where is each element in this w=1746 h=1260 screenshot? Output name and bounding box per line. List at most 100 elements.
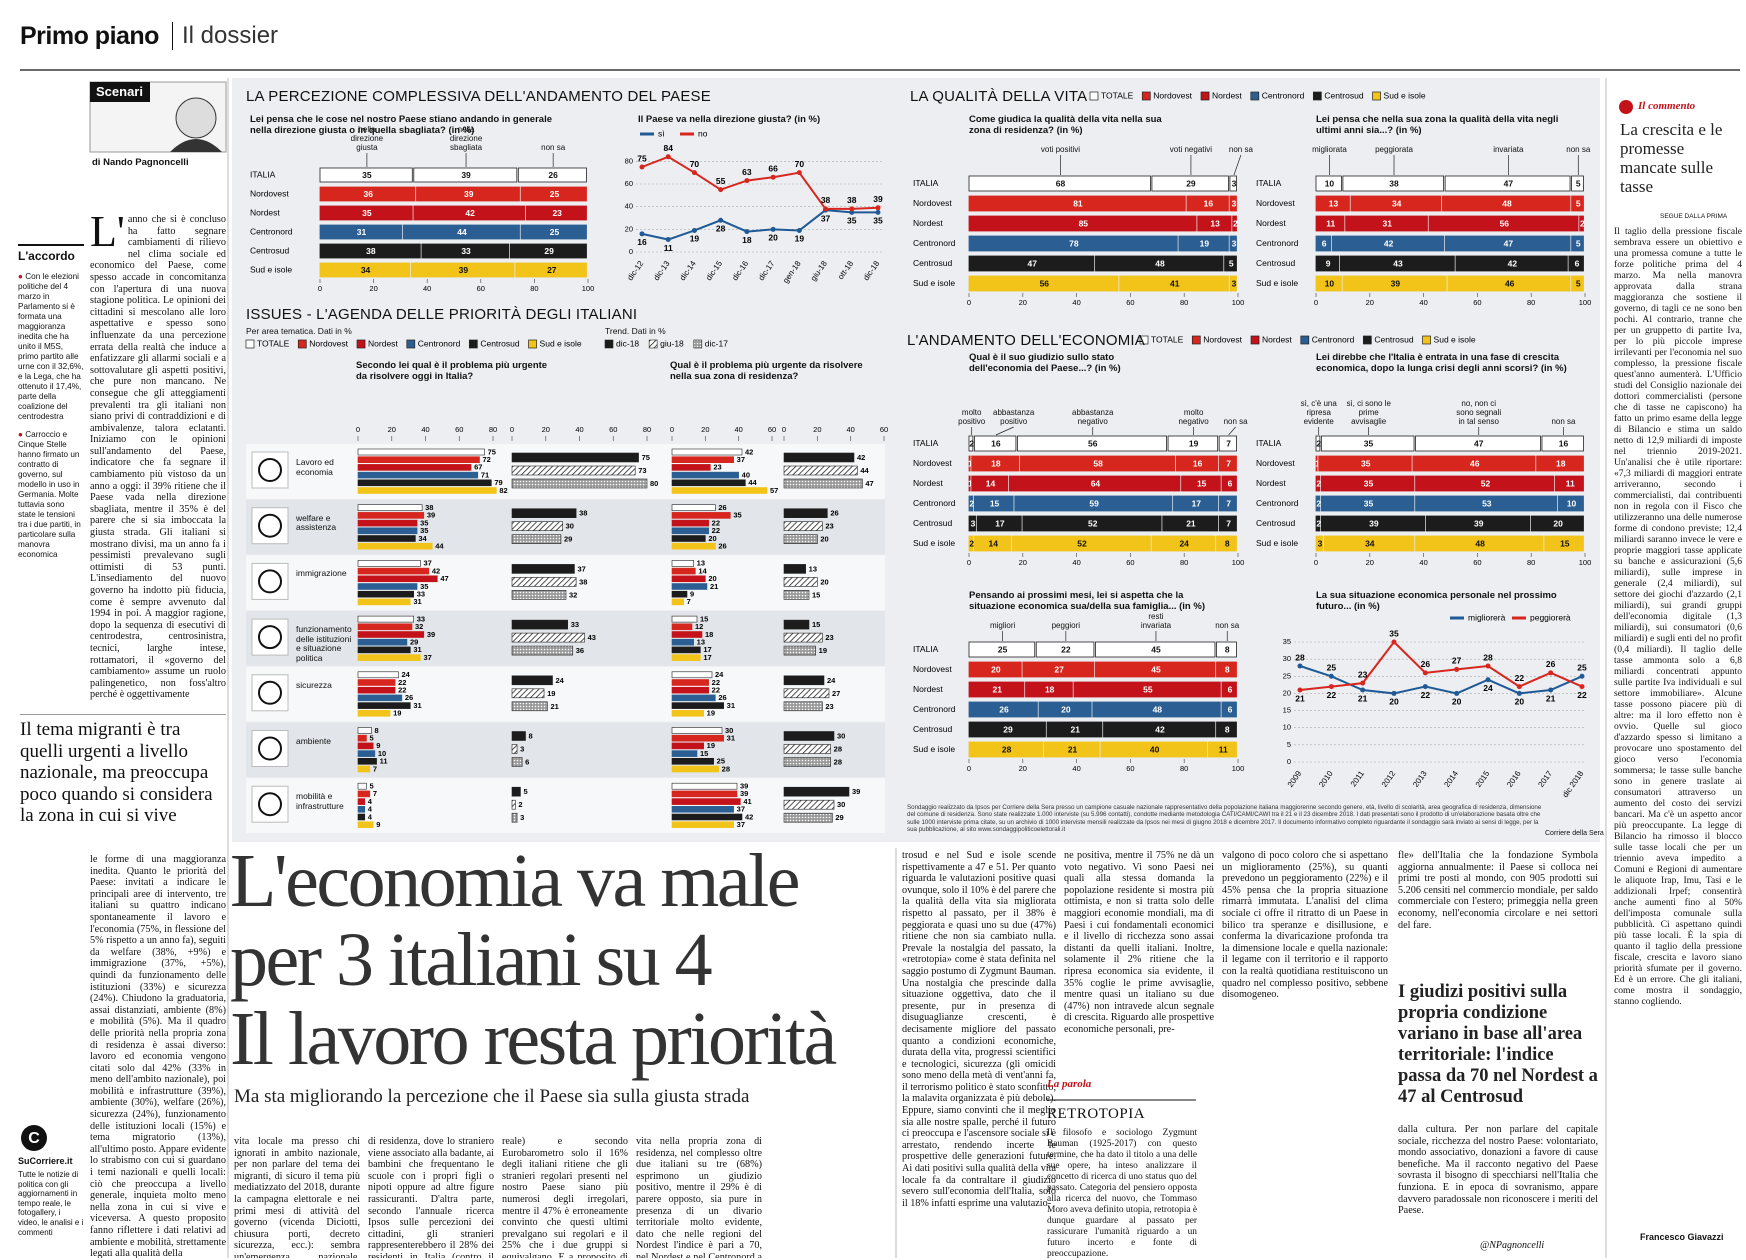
legend-label: giu-18 xyxy=(660,338,684,348)
bar-segment xyxy=(968,195,1186,212)
sidebar-item: ● Carroccio e Cinque Stelle hanno firmat… xyxy=(18,430,81,559)
bar xyxy=(357,709,391,717)
row-band xyxy=(246,778,885,833)
bar-segment xyxy=(968,535,974,552)
bar-value: 22 xyxy=(398,685,406,694)
bar-value: 48 xyxy=(1475,538,1485,548)
bar-value: 17 xyxy=(703,653,711,662)
trend-bar xyxy=(511,590,567,600)
series-point xyxy=(1579,673,1585,679)
point-label: 23 xyxy=(1358,669,1368,679)
bar-value: 29 xyxy=(1003,724,1013,734)
legend-swatch xyxy=(406,339,416,349)
series-point xyxy=(691,170,697,176)
chart-question: Secondo lei qual è il problema più urgen… xyxy=(356,360,548,382)
bar-value: 22 xyxy=(712,518,720,527)
bar-value: 13 xyxy=(1329,198,1339,208)
point-label: 28 xyxy=(1295,652,1305,662)
legend-label: no xyxy=(698,128,708,138)
point-label: 19 xyxy=(795,234,805,244)
icon xyxy=(258,625,282,650)
tick-label: 60 xyxy=(1126,298,1134,307)
bar-value: 7 xyxy=(373,764,377,773)
tick-label: 80 xyxy=(1180,298,1188,307)
icon-frame xyxy=(251,562,289,600)
headline-line: per 3 italiani su 4 xyxy=(230,918,713,1002)
bar-value: 27 xyxy=(547,265,557,275)
bar-segment xyxy=(973,535,1011,552)
series-point xyxy=(1328,673,1334,679)
bar-segment xyxy=(1119,275,1229,292)
sidebar-text: Con le elezioni politiche del 4 marzo in… xyxy=(18,272,84,421)
series-point xyxy=(1422,684,1428,690)
legend-label: Centronord xyxy=(1312,334,1355,344)
bar-segment xyxy=(1216,641,1237,658)
bar-value: 8 xyxy=(1225,664,1230,674)
bar-segment xyxy=(1557,495,1584,512)
series-point xyxy=(744,229,750,235)
bar-value: 17 xyxy=(995,518,1005,528)
bar-segment xyxy=(968,495,974,512)
column-label: voti positivi xyxy=(1040,145,1081,154)
tick-label: 80 xyxy=(489,425,497,434)
bar-value: 26 xyxy=(548,170,558,180)
bar-segment xyxy=(1350,195,1442,212)
bar-segment xyxy=(319,224,402,240)
series-point xyxy=(718,217,724,223)
bar xyxy=(671,575,706,583)
trend-bar xyxy=(511,799,516,810)
bar xyxy=(671,734,724,742)
article-text: L'anno che si è concluso ha fatto segnar… xyxy=(90,214,226,701)
bar-segment xyxy=(1455,255,1568,272)
bar-segment xyxy=(1100,741,1208,758)
bar xyxy=(671,686,709,694)
bar-value: 18 xyxy=(705,630,713,639)
bar xyxy=(357,464,472,471)
trend-bar xyxy=(783,564,806,574)
bar-value: 26 xyxy=(999,704,1009,714)
tick-label: 0 xyxy=(670,425,674,434)
trend-bar xyxy=(511,645,574,656)
icon-frame xyxy=(251,507,289,545)
bar-segment xyxy=(1224,255,1237,272)
series-point xyxy=(1328,684,1334,690)
bar-value: 42 xyxy=(1155,724,1165,734)
bar xyxy=(357,638,408,646)
bar-segment xyxy=(1444,235,1571,252)
column-label: resti invariata xyxy=(1140,612,1172,630)
bar-value: 31 xyxy=(727,733,735,742)
bar-segment xyxy=(968,455,971,472)
bar-value: 39 xyxy=(852,787,860,796)
trend-bar xyxy=(511,675,553,686)
section-title: LA PERCEZIONE COMPLESSIVA DELL'ANDAMENTO… xyxy=(246,88,711,105)
bar-value: 5 xyxy=(1576,278,1581,288)
series-point xyxy=(770,226,776,232)
bar-value: 5 xyxy=(1576,198,1581,208)
bar-value: 8 xyxy=(375,726,379,735)
bar-value: 55 xyxy=(1143,684,1153,694)
point-label: 25 xyxy=(1577,663,1587,673)
column-label: molto negativo xyxy=(1178,408,1209,426)
bar-segment xyxy=(1216,535,1237,552)
bar-value: 38 xyxy=(579,577,587,586)
icon xyxy=(258,680,282,705)
sidebar-item: ● Con le elezioni politiche del 4 marzo … xyxy=(18,272,84,421)
trend-bar xyxy=(783,632,823,643)
point-label: 19 xyxy=(690,234,700,244)
bar-value: 35 xyxy=(362,208,372,218)
tick-label: 0 xyxy=(510,425,514,434)
bar-segment xyxy=(968,255,1095,272)
series-point xyxy=(744,178,750,184)
bar-segment xyxy=(319,262,411,278)
bar-value: 24 xyxy=(1179,538,1189,548)
bar-segment xyxy=(416,186,520,202)
bar-segment xyxy=(1229,195,1237,212)
legend-swatch xyxy=(1250,335,1260,345)
bar-value: 59 xyxy=(1089,498,1099,508)
trend-bar xyxy=(783,521,823,532)
column-label: molto positivo xyxy=(958,408,986,426)
trend-bar xyxy=(511,521,563,532)
body-column: reale) e secondo Eurobarometro solo il 1… xyxy=(502,1136,628,1258)
bar-value: 37 xyxy=(737,455,745,464)
trend-bar xyxy=(783,675,825,686)
